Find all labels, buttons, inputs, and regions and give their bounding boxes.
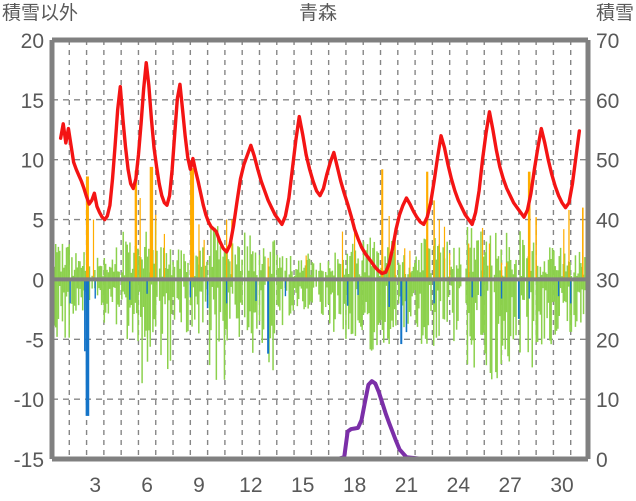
svg-text:50: 50 [596,150,619,173]
svg-text:30: 30 [596,269,619,292]
svg-text:24: 24 [447,474,471,497]
svg-text:6: 6 [141,474,153,497]
svg-text:10: 10 [596,389,619,412]
svg-text:20: 20 [596,329,619,352]
plot-background [52,40,588,459]
svg-text:15: 15 [21,90,44,113]
svg-text:10: 10 [21,150,44,173]
bar-series-group [52,166,587,416]
y-axis-right-ticks: 70 60 50 40 30 20 10 0 [596,30,619,472]
svg-text:60: 60 [596,90,619,113]
svg-text:3: 3 [89,474,101,497]
svg-text:18: 18 [343,474,366,497]
svg-text:27: 27 [499,474,522,497]
svg-text:15: 15 [291,474,314,497]
svg-text:0: 0 [32,269,44,292]
svg-text:20: 20 [21,30,44,53]
svg-text:0: 0 [596,449,608,472]
page-title: 青森 [298,3,337,24]
svg-text:12: 12 [239,474,262,497]
y-axis-left-ticks: 20 15 10 5 0 -5 -10 -15 [14,30,44,472]
line-series-group [58,61,582,459]
svg-text:30: 30 [550,474,573,497]
svg-text:5: 5 [32,210,44,233]
svg-text:9: 9 [193,474,205,497]
svg-text:70: 70 [596,30,619,53]
svg-text:21: 21 [395,474,418,497]
svg-text:-5: -5 [25,329,44,352]
svg-text:-10: -10 [14,389,44,412]
right-axis-title: 積雪 [595,3,634,24]
x-axis-ticks: 3 6 9 12 15 18 21 24 27 30 [89,474,573,497]
axis-frame [49,37,591,462]
left-axis-title: 積雪以外 [2,3,79,24]
svg-text:40: 40 [596,210,619,233]
svg-text:-15: -15 [14,449,44,472]
